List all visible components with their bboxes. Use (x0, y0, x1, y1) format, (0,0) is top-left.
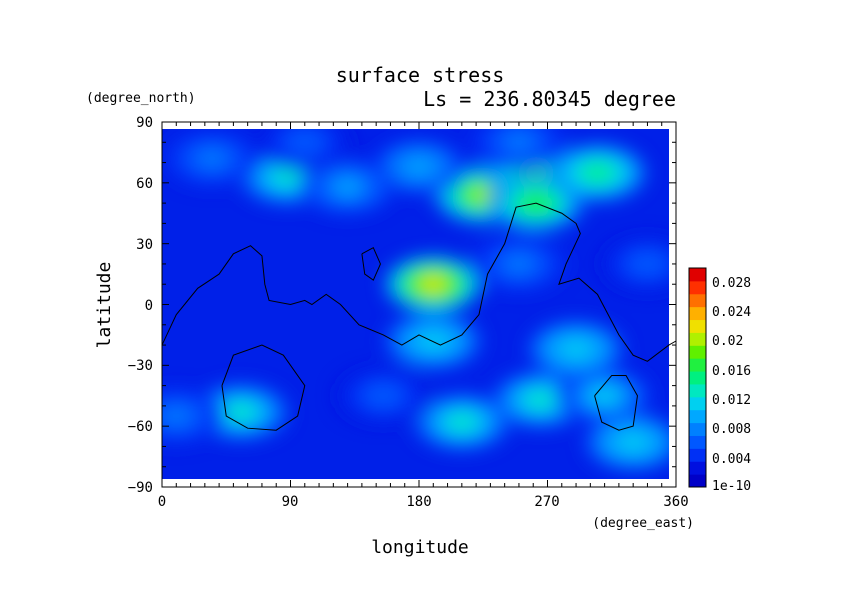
y-axis-label: latitude (94, 262, 115, 349)
contour-line (221, 344, 306, 431)
contour-line (361, 247, 381, 281)
heatmap-hotspot (292, 134, 317, 151)
y-tick-label: −60 (128, 419, 153, 435)
chart-title: surface stress (336, 63, 505, 87)
x-unit-label: (degree_east) (592, 516, 694, 531)
colorbar-label: 1e-10 (712, 479, 751, 494)
colorbar-swatch (689, 280, 706, 295)
colorbar-label: 0.028 (712, 276, 751, 291)
x-tick-label: 270 (534, 494, 559, 510)
axis-ticks (161, 121, 677, 488)
x-tick-labels: 0 90 180 270 360 (158, 494, 689, 510)
x-tick-label: 0 (158, 494, 166, 510)
colorbar-frame (688, 267, 707, 488)
heatmap-hotspot (528, 391, 553, 408)
colorbar-swatch (689, 474, 706, 488)
x-tick-label: 360 (663, 494, 688, 510)
x-tick-label: 180 (406, 494, 431, 510)
heatmap-hotspot (407, 158, 431, 175)
heatmap-hotspot (449, 414, 474, 431)
colorbar-label: 0.008 (712, 422, 751, 437)
colorbar-swatch (689, 293, 706, 308)
colorbar-swatch (689, 332, 706, 346)
colorbar-label: 0.016 (712, 364, 751, 379)
chart-subtitle: Ls = 236.80345 degree (423, 87, 676, 111)
colorbar-swatch (689, 345, 706, 359)
heatmap-hotspot (506, 134, 531, 151)
contour-line (594, 374, 638, 431)
colorbar-swatch (689, 268, 706, 282)
heatmap-hotspot (164, 408, 189, 425)
colorbar-labels: 0.028 0.024 0.02 0.016 0.012 0.008 0.004… (712, 276, 751, 494)
x-tick-label: 90 (282, 494, 299, 510)
colorbar-label: 0.004 (712, 452, 751, 467)
colorbar-swatch (689, 409, 706, 424)
heatmap-hotspot (635, 255, 660, 272)
heatmap-hotspot (421, 333, 446, 349)
y-tick-label: 60 (136, 176, 153, 192)
x-axis-label: longitude (371, 537, 469, 558)
heatmap-hotspot (621, 434, 646, 451)
colorbar-label: 0.02 (712, 334, 743, 349)
y-tick-labels: 90 60 30 0 −30 −60 −90 (128, 115, 153, 496)
heatmap-hotspot (275, 168, 300, 185)
contour-line (161, 202, 677, 362)
colorbar-swatch (689, 448, 706, 462)
colorbar-swatch (689, 306, 706, 321)
colorbar-swatch (689, 461, 706, 475)
y-tick-label: −30 (128, 358, 153, 374)
y-tick-label: 0 (145, 298, 153, 314)
colorbar-swatch (689, 422, 706, 436)
heatmap-hotspot (585, 164, 610, 181)
colorbar: 0.028 0.024 0.02 0.016 0.012 0.008 0.004… (688, 267, 751, 494)
colorbar-swatch (689, 371, 706, 385)
heatmap-blobs (162, 129, 669, 472)
y-tick-label: 30 (136, 237, 153, 253)
heatmap-hotspot (199, 150, 224, 167)
colorbar-swatch (689, 319, 706, 333)
colorbar-swatch (689, 435, 706, 449)
colorbar-label: 0.024 (712, 305, 751, 320)
continent-contours (161, 202, 677, 431)
colorbar-swatches (689, 268, 706, 488)
y-tick-label: −90 (128, 480, 153, 496)
heatmap-hotspot (371, 387, 396, 404)
heatmap-field (162, 129, 669, 479)
heatmap-hotspot (228, 403, 253, 420)
y-unit-label: (degree_north) (86, 91, 196, 106)
colorbar-swatch (689, 396, 706, 411)
heatmap-hotspot (564, 341, 589, 358)
heatmap-hotspot (506, 255, 531, 272)
colorbar-label: 0.012 (712, 393, 751, 408)
colorbar-swatch (689, 358, 706, 372)
y-tick-label: 90 (136, 115, 153, 131)
heatmap-hotspot (335, 178, 360, 195)
heatmap-hotspot (421, 276, 446, 293)
colorbar-swatch (689, 383, 706, 398)
